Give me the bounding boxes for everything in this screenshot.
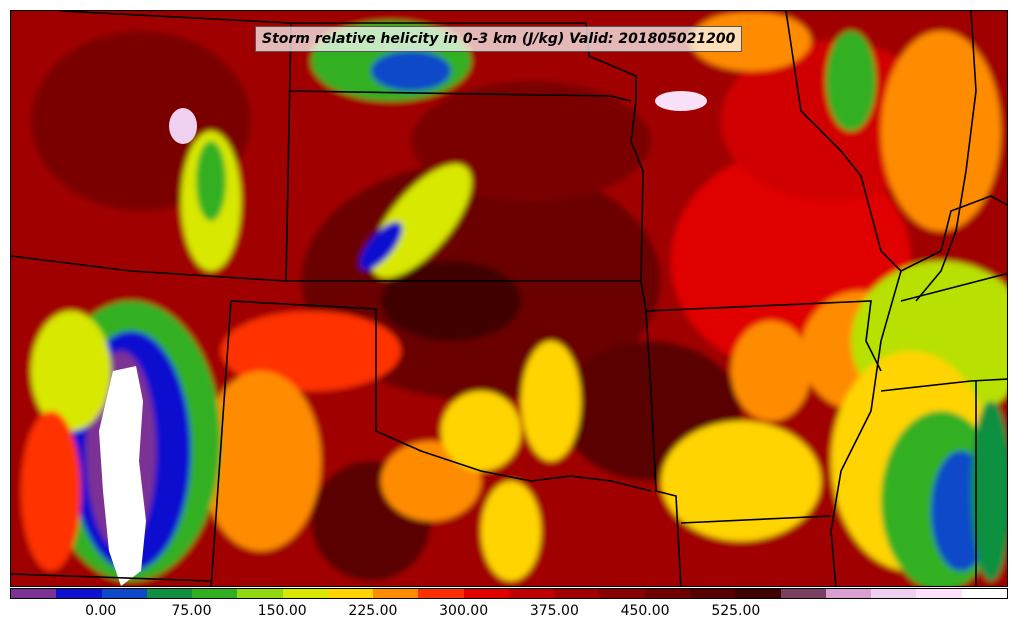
pink-spot bbox=[169, 108, 197, 144]
colorbar-segment bbox=[237, 589, 283, 598]
colorbar-segment bbox=[871, 589, 917, 598]
colorbar-segment bbox=[101, 589, 147, 598]
helicity-field-map bbox=[11, 11, 1007, 586]
colorbar-tick-label: 375.00 bbox=[529, 603, 579, 619]
white-region bbox=[99, 366, 146, 586]
colorbar-segment bbox=[282, 589, 328, 598]
colorbar-segment bbox=[554, 589, 600, 598]
map-title: Storm relative helicity in 0-3 km (J/kg)… bbox=[255, 26, 743, 52]
colorbar-tick-label: 450.00 bbox=[620, 603, 670, 619]
colorbar-tick-label: 0.00 bbox=[85, 603, 117, 619]
colorbar-segment bbox=[463, 589, 509, 598]
colorbar-segment bbox=[780, 589, 826, 598]
colorbar-segment bbox=[11, 589, 57, 598]
colorbar-labels: 0.00 75.00 150.00 225.00 300.00 375.00 450.00 5… bbox=[10, 601, 1008, 625]
colorbar-segment bbox=[373, 589, 419, 598]
pink-spot bbox=[655, 91, 707, 111]
colorbar-tick-label: 150.00 bbox=[257, 603, 307, 619]
colorbar-segment bbox=[508, 589, 555, 598]
state-boundaries bbox=[11, 11, 1007, 586]
colorbar-segment bbox=[146, 589, 193, 598]
helicity-contours bbox=[11, 11, 1007, 586]
colorbar-segment bbox=[961, 589, 1007, 598]
colorbar-tick-label: 225.00 bbox=[348, 603, 398, 619]
colorbar-segment bbox=[418, 589, 464, 598]
colorbar-segment bbox=[56, 589, 102, 598]
colorbar-segment bbox=[644, 589, 690, 598]
colorbar-tick-label: 300.00 bbox=[439, 603, 489, 619]
colorbar-tick-label: 525.00 bbox=[711, 603, 761, 619]
colorbar-tick-label: 75.00 bbox=[171, 603, 212, 619]
colorbar-segment bbox=[825, 589, 872, 598]
colorbar-segment bbox=[735, 589, 781, 598]
colorbar-segment bbox=[599, 589, 645, 598]
map-panel: Storm relative helicity in 0-3 km (J/kg)… bbox=[10, 10, 1008, 587]
colorbar-segment bbox=[192, 589, 238, 598]
colorbar-segment bbox=[689, 589, 736, 598]
colorbar-segment bbox=[916, 589, 962, 598]
colorbar-segment bbox=[327, 589, 374, 598]
colorbar bbox=[10, 588, 1008, 599]
